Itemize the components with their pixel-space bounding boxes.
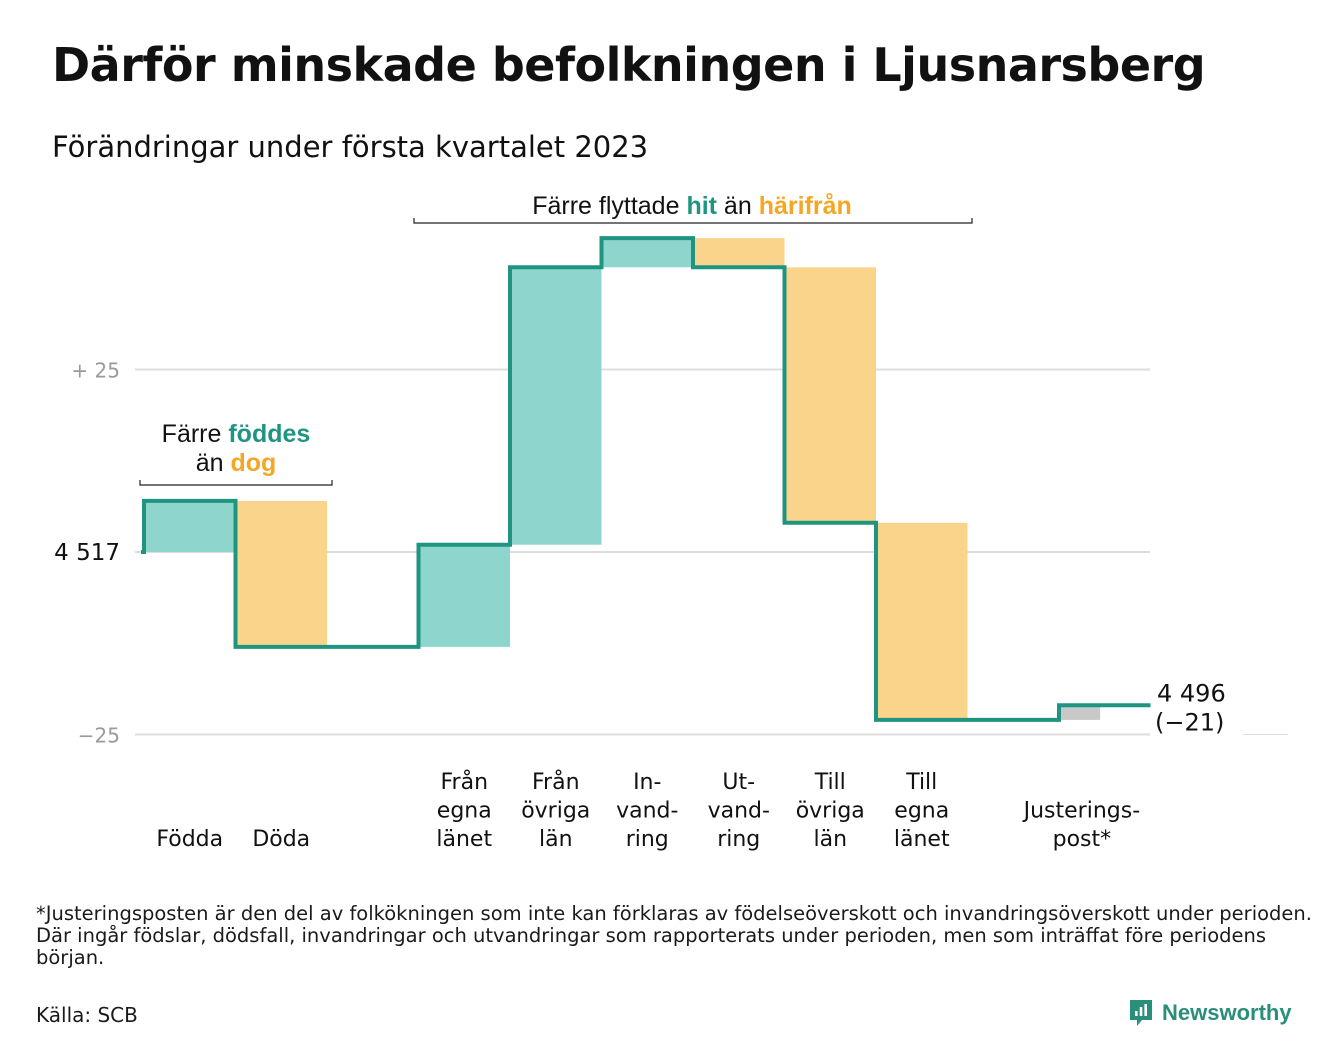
bar-till_ovriga (784, 267, 876, 523)
brand-logo[interactable]: Newsworthy (1128, 998, 1292, 1028)
category-label-fran_egna: Från egna länet (436, 769, 492, 852)
annotation-birth-line-1: än dog (196, 449, 277, 477)
start-value-label: 4 517 (54, 540, 120, 566)
brand-name: Newsworthy (1162, 1000, 1292, 1025)
annotation-migration-line-0: Färre flyttade hit än härifrån (532, 192, 852, 220)
footnote: *Justeringsposten är den del av folkökni… (36, 902, 1312, 969)
waterfall-chart: + 25 −25 4 517 Födda Döda Från egna länet Från öv… (54, 192, 1288, 853)
category-label-till_ovriga: Till övriga län (796, 770, 865, 852)
category-label-utvandring: Ut-vand-ring (708, 770, 770, 852)
bar-justering (1059, 705, 1101, 720)
newsworthy-logo-icon (1130, 1000, 1152, 1026)
y-tick-label-bottom: −25 (78, 724, 120, 748)
bar-utvandring (693, 238, 785, 268)
bar-invandring (601, 238, 693, 268)
bar-doda (235, 500, 327, 647)
category-label-fodda: Födda (156, 827, 223, 852)
annotation-birth-line-0: Färre föddes (162, 420, 311, 448)
bar-till_egna (876, 522, 968, 720)
chart-title: Därför minskade befolkningen i Ljusnarsb… (52, 38, 1206, 92)
end-change-label: (−21) (1155, 708, 1224, 736)
bar-fodda (144, 500, 236, 552)
cumulative-step-line (141, 236, 1151, 722)
category-label-till_egna: Till egna länet (894, 770, 950, 852)
y-tick-label-top: + 25 (71, 359, 120, 383)
annotation-bracket-birth (139, 480, 333, 486)
category-label-justering: Justerings-post* (1022, 799, 1141, 853)
annotation-bracket-migration (413, 218, 973, 224)
category-label-doda: Döda (252, 827, 310, 852)
end-value-label: 4 496 (1157, 679, 1226, 707)
chart-subtitle: Förändringar under första kvartalet 2023 (52, 130, 649, 164)
bar-fran_ovriga (510, 267, 602, 545)
category-label-invandring: In-vand-ring (616, 770, 678, 852)
source-credit: Källa: SCB (36, 1003, 138, 1027)
category-label-fran_ovriga: Från övriga län (521, 769, 590, 852)
bar-fran_egna (418, 544, 510, 647)
